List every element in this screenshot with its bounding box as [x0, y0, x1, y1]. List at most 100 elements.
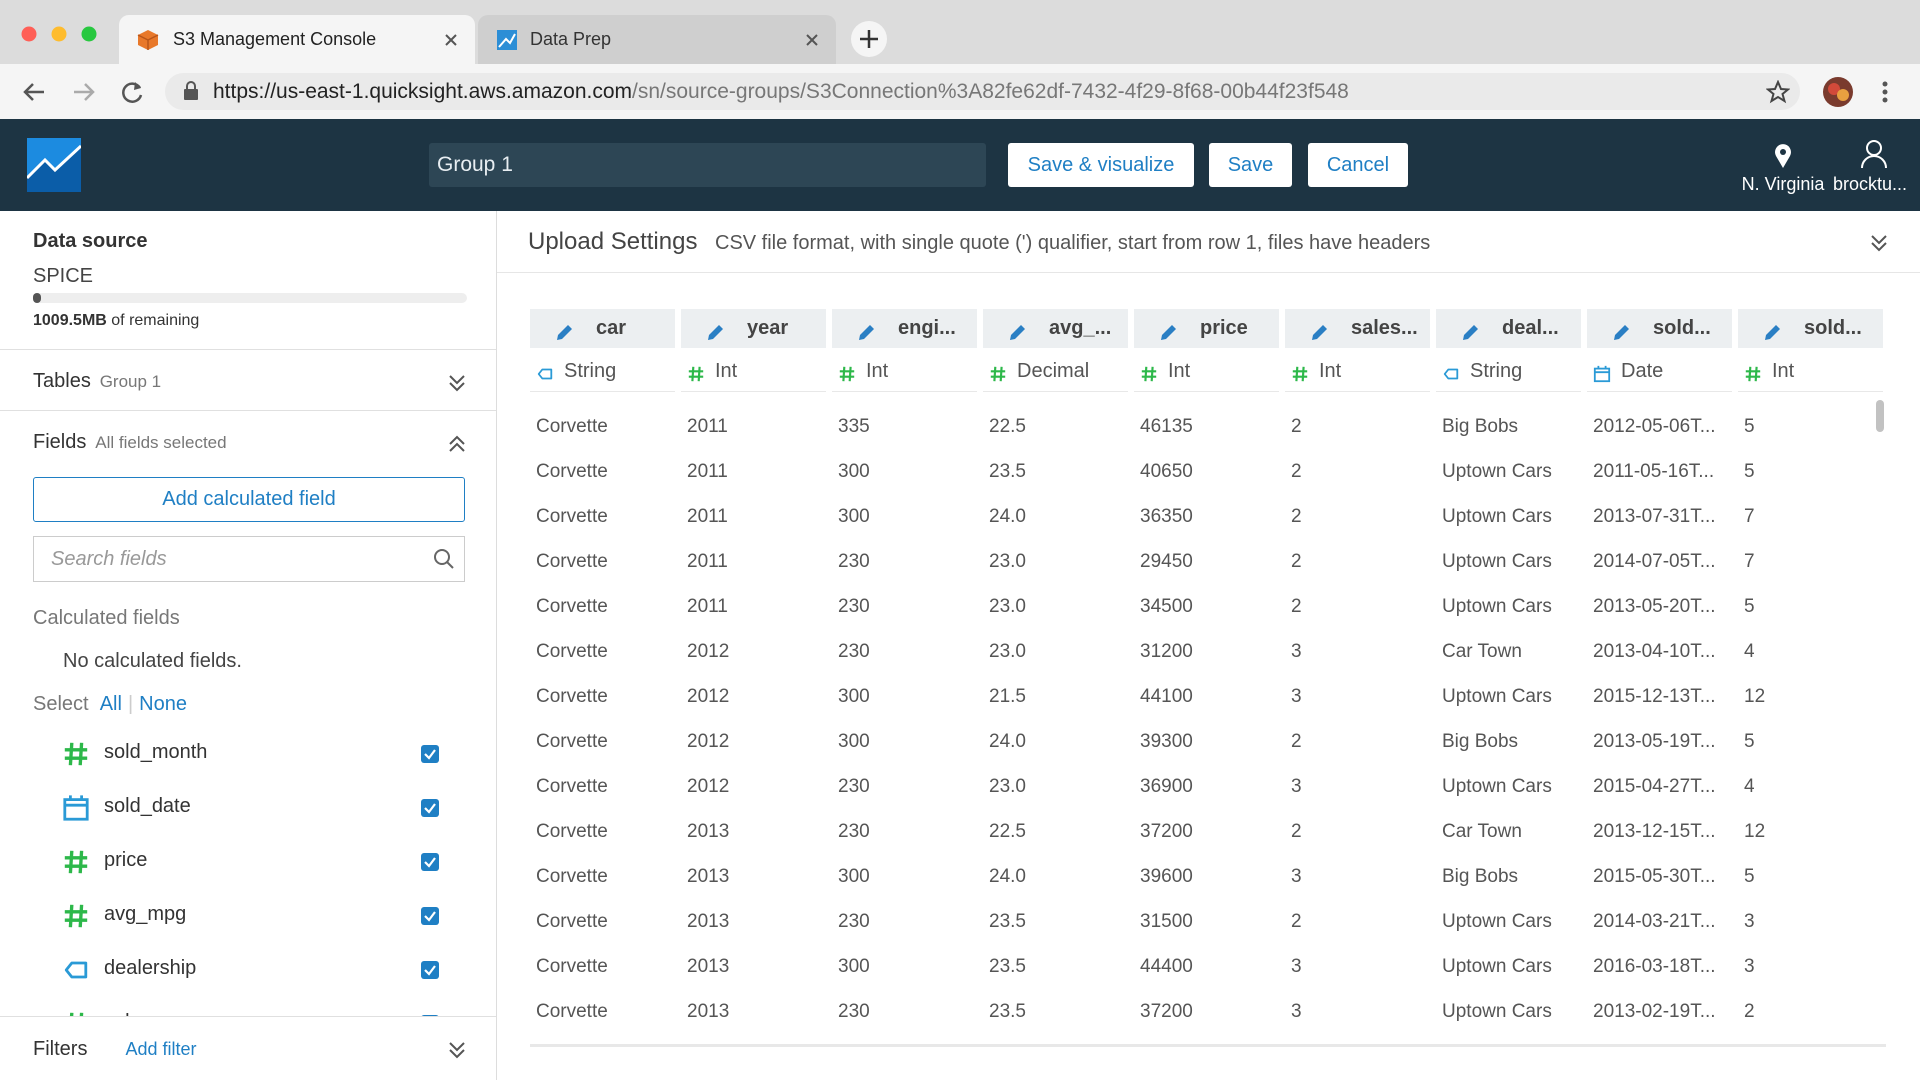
select-none[interactable]: None: [139, 693, 187, 715]
field-name: price: [104, 849, 148, 871]
string-icon: [537, 368, 553, 380]
edit-icon: [1460, 318, 1480, 357]
field-list: sold_month sold_date price avg_mpg dealershi…: [0, 725, 496, 1016]
expand-chevron[interactable]: [448, 1040, 466, 1060]
region-label[interactable]: N. Virginia: [1741, 174, 1825, 194]
add-calculated-field-button[interactable]: Add calculated field: [33, 477, 465, 522]
table-cell: 230: [838, 551, 870, 572]
table-cell: 3: [1744, 956, 1755, 977]
table-cell: Corvette: [536, 776, 608, 797]
column-header[interactable]: car: [530, 309, 675, 348]
column-header[interactable]: avg_...: [983, 309, 1128, 348]
table-cell: 2011: [687, 416, 728, 437]
type-icon: [838, 362, 856, 382]
type-divider: [681, 391, 826, 392]
table-cell: 2011-05-16T...: [1593, 461, 1715, 482]
table-cell: 2: [1291, 461, 1302, 482]
table-cell: Corvette: [536, 686, 608, 707]
table-cell: 300: [838, 866, 870, 887]
table-cell: 31500: [1140, 911, 1193, 932]
save-button[interactable]: Save: [1209, 143, 1292, 187]
type-divider: [1285, 391, 1430, 392]
table-cell: Big Bobs: [1442, 731, 1519, 752]
user-label[interactable]: brocktu...: [1833, 174, 1908, 194]
edit-icon: [554, 318, 574, 357]
table-cell: 40650: [1140, 461, 1193, 482]
field-item: price: [0, 833, 496, 887]
table-cell: Car Town: [1442, 641, 1522, 662]
url-field[interactable]: https://us-east-1.quicksight.aws.amazon.…: [165, 73, 1800, 110]
browser-menu[interactable]: [1880, 80, 1890, 106]
cancel-button[interactable]: Cancel: [1308, 143, 1408, 187]
column-header[interactable]: engi...: [832, 309, 977, 348]
type-name: Int: [715, 360, 738, 382]
column-header[interactable]: sales...: [1285, 309, 1430, 348]
field-checkbox[interactable]: [421, 907, 439, 925]
table-cell: Uptown Cars: [1442, 461, 1552, 482]
group-name-input[interactable]: Group 1: [429, 143, 986, 187]
lock-icon: [184, 81, 198, 100]
table-cell: 44400: [1140, 956, 1193, 977]
type-name: Int: [1772, 360, 1795, 382]
bookmark-star[interactable]: [1766, 80, 1790, 104]
field-name: avg_mpg: [104, 903, 187, 925]
field-checkbox[interactable]: [421, 1015, 439, 1016]
nav-buttons[interactable]: [20, 78, 150, 106]
field-checkbox[interactable]: [421, 853, 439, 871]
select-all[interactable]: All: [99, 693, 122, 715]
field-name: sold_date: [104, 795, 191, 817]
edit-icon: [1611, 318, 1631, 357]
column-name: sales...: [1351, 317, 1418, 339]
tab-close[interactable]: [444, 33, 458, 47]
edit-icon: [1309, 318, 1329, 357]
expand-chevron[interactable]: [448, 373, 466, 393]
tables-section[interactable]: Tables Group 1: [33, 370, 161, 393]
pencil: [1010, 325, 1025, 340]
column-header[interactable]: price: [1134, 309, 1279, 348]
profile-avatar[interactable]: [1822, 76, 1854, 108]
browser-tab[interactable]: S3 Management Console: [119, 15, 475, 64]
check-mark: [424, 911, 436, 922]
table-cell: 5: [1744, 866, 1755, 887]
browser-tab[interactable]: Data Prep: [478, 15, 836, 64]
table-cell: 2013-05-20T...: [1593, 596, 1716, 617]
table-cell: Big Bobs: [1442, 416, 1519, 437]
field-checkbox[interactable]: [421, 961, 439, 979]
tab-favicon: [137, 30, 159, 50]
save-visualize-button[interactable]: Save & visualize: [1008, 143, 1194, 187]
table-cell: Corvette: [536, 596, 608, 617]
search-fields-input[interactable]: Search fields: [33, 536, 465, 582]
tab-close[interactable]: [805, 33, 819, 47]
table-cell: Corvette: [536, 1001, 608, 1022]
collapse-chevron[interactable]: [448, 434, 466, 454]
table-cell: 36350: [1140, 506, 1193, 527]
upload-settings-title[interactable]: Upload Settings: [528, 228, 698, 255]
column-header[interactable]: sold...: [1738, 309, 1883, 348]
quicksight-logo[interactable]: [27, 138, 81, 192]
check-mark: [424, 749, 436, 760]
vertical-scrollbar-thumb[interactable]: [1876, 400, 1884, 432]
edit-icon: [1762, 318, 1782, 357]
table-cell: 23.5: [989, 956, 1026, 977]
separator: |: [127, 693, 134, 715]
field-checkbox[interactable]: [421, 799, 439, 817]
table-cell: 230: [838, 596, 870, 617]
column-header[interactable]: sold...: [1587, 309, 1732, 348]
column-name: sold...: [1804, 317, 1862, 339]
table-cell: 2: [1291, 596, 1302, 617]
add-filter-link[interactable]: Add filter: [125, 1039, 197, 1059]
type-name: String: [564, 360, 617, 382]
field-checkbox[interactable]: [421, 745, 439, 763]
fields-section[interactable]: Fields All fields selected: [33, 431, 227, 454]
table-cell: 24.0: [989, 866, 1026, 887]
type-name: Decimal: [1017, 360, 1090, 382]
pencil: [859, 325, 874, 340]
new-tab-button[interactable]: [850, 20, 888, 58]
column-header[interactable]: year: [681, 309, 826, 348]
expand-chevron[interactable]: [1870, 233, 1888, 253]
table-cell: 46135: [1140, 416, 1193, 437]
column-header[interactable]: deal...: [1436, 309, 1581, 348]
table-cell: 3: [1744, 911, 1755, 932]
table-cell: 4: [1744, 641, 1755, 662]
